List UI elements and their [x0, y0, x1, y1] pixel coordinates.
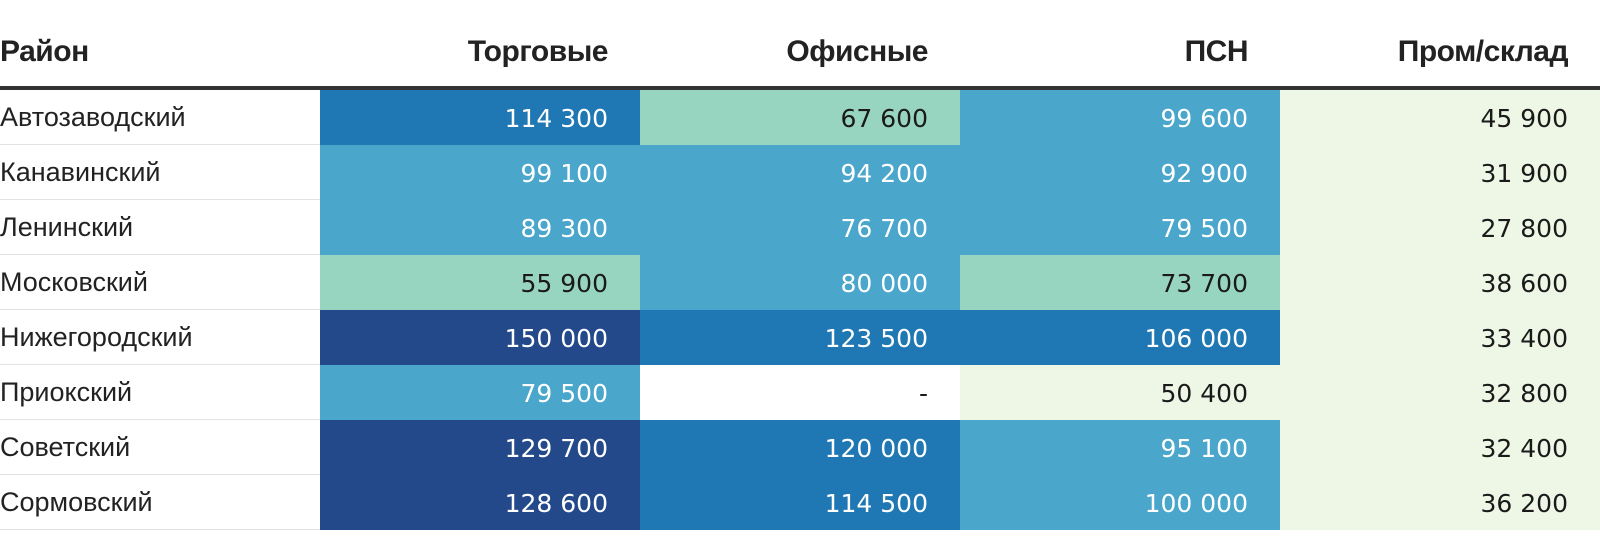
district-name: Московский	[0, 267, 148, 297]
heatmap-cell: 31 900	[1280, 145, 1600, 200]
heatmap-cell: 32 400	[1280, 420, 1600, 475]
heatmap-cell: 67 600	[640, 90, 960, 145]
heatmap-cell: 50 400	[960, 365, 1280, 420]
heatmap-cell: 32 800	[1280, 365, 1600, 420]
heatmap-cell: 79 500	[960, 200, 1280, 255]
heatmap-cell: 106 000	[960, 310, 1280, 365]
heatmap-cell: -	[640, 365, 960, 420]
table-row: Сормовский 128 600 114 500 100 000 36 200	[0, 475, 1600, 530]
heatmap-cell: 55 900	[320, 255, 640, 310]
heatmap-cell: 38 600	[1280, 255, 1600, 310]
heatmap-cell: 89 300	[320, 200, 640, 255]
heatmap-cell: 123 500	[640, 310, 960, 365]
heatmap-cell: 120 000	[640, 420, 960, 475]
district-name: Советский	[0, 432, 131, 462]
heatmap-cell: 27 800	[1280, 200, 1600, 255]
heatmap-cell: 99 100	[320, 145, 640, 200]
heatmap-cell: 95 100	[960, 420, 1280, 475]
heatmap-cell: 79 500	[320, 365, 640, 420]
header-industrial: Пром/склад	[1397, 35, 1569, 68]
district-name: Ленинский	[0, 212, 134, 242]
heatmap-cell: 114 300	[320, 90, 640, 145]
heatmap-cell: 114 500	[640, 475, 960, 530]
header-district: Район	[0, 35, 89, 68]
table-row: Канавинский 99 100 94 200 92 900 31 900	[0, 145, 1600, 200]
district-name: Сормовский	[0, 487, 153, 517]
heatmap-cell: 45 900	[1280, 90, 1600, 145]
heatmap-cell: 99 600	[960, 90, 1280, 145]
heatmap-cell: 150 000	[320, 310, 640, 365]
heatmap-cell: 80 000	[640, 255, 960, 310]
district-name: Нижегородский	[0, 322, 193, 352]
table-row: Приокский 79 500-50 400 32 800	[0, 365, 1600, 420]
heatmap-cell: 33 400	[1280, 310, 1600, 365]
district-name: Приокский	[0, 377, 133, 407]
table-header: Район Торговые Офисные ПСН Пром/склад	[0, 0, 1600, 90]
heatmap-cell: 94 200	[640, 145, 960, 200]
table-row: Ленинский 89 300 76 700 79 500 27 800	[0, 200, 1600, 255]
heatmap-cell: 76 700	[640, 200, 960, 255]
heatmap-cell: 100 000	[960, 475, 1280, 530]
table-row: Советский 129 700 120 000 95 100 32 400	[0, 420, 1600, 475]
heatmap-cell: 128 600	[320, 475, 640, 530]
heatmap-cell: 36 200	[1280, 475, 1600, 530]
district-name: Автозаводский	[0, 102, 186, 132]
heatmap-cell: 73 700	[960, 255, 1280, 310]
district-name: Канавинский	[0, 157, 161, 187]
table-row: Автозаводский 114 300 67 600 99 600 45 900	[0, 90, 1600, 145]
heatmap-cell: 129 700	[320, 420, 640, 475]
table-row: Нижегородский 150 000 123 500 106 000 33 400	[0, 310, 1600, 365]
heatmap-cell: 92 900	[960, 145, 1280, 200]
header-office: Офисные	[786, 35, 928, 68]
header-psn: ПСН	[1184, 35, 1249, 68]
header-retail: Торговые	[467, 35, 609, 68]
table-row: Московский 55 900 80 000 73 700 38 600	[0, 255, 1600, 310]
